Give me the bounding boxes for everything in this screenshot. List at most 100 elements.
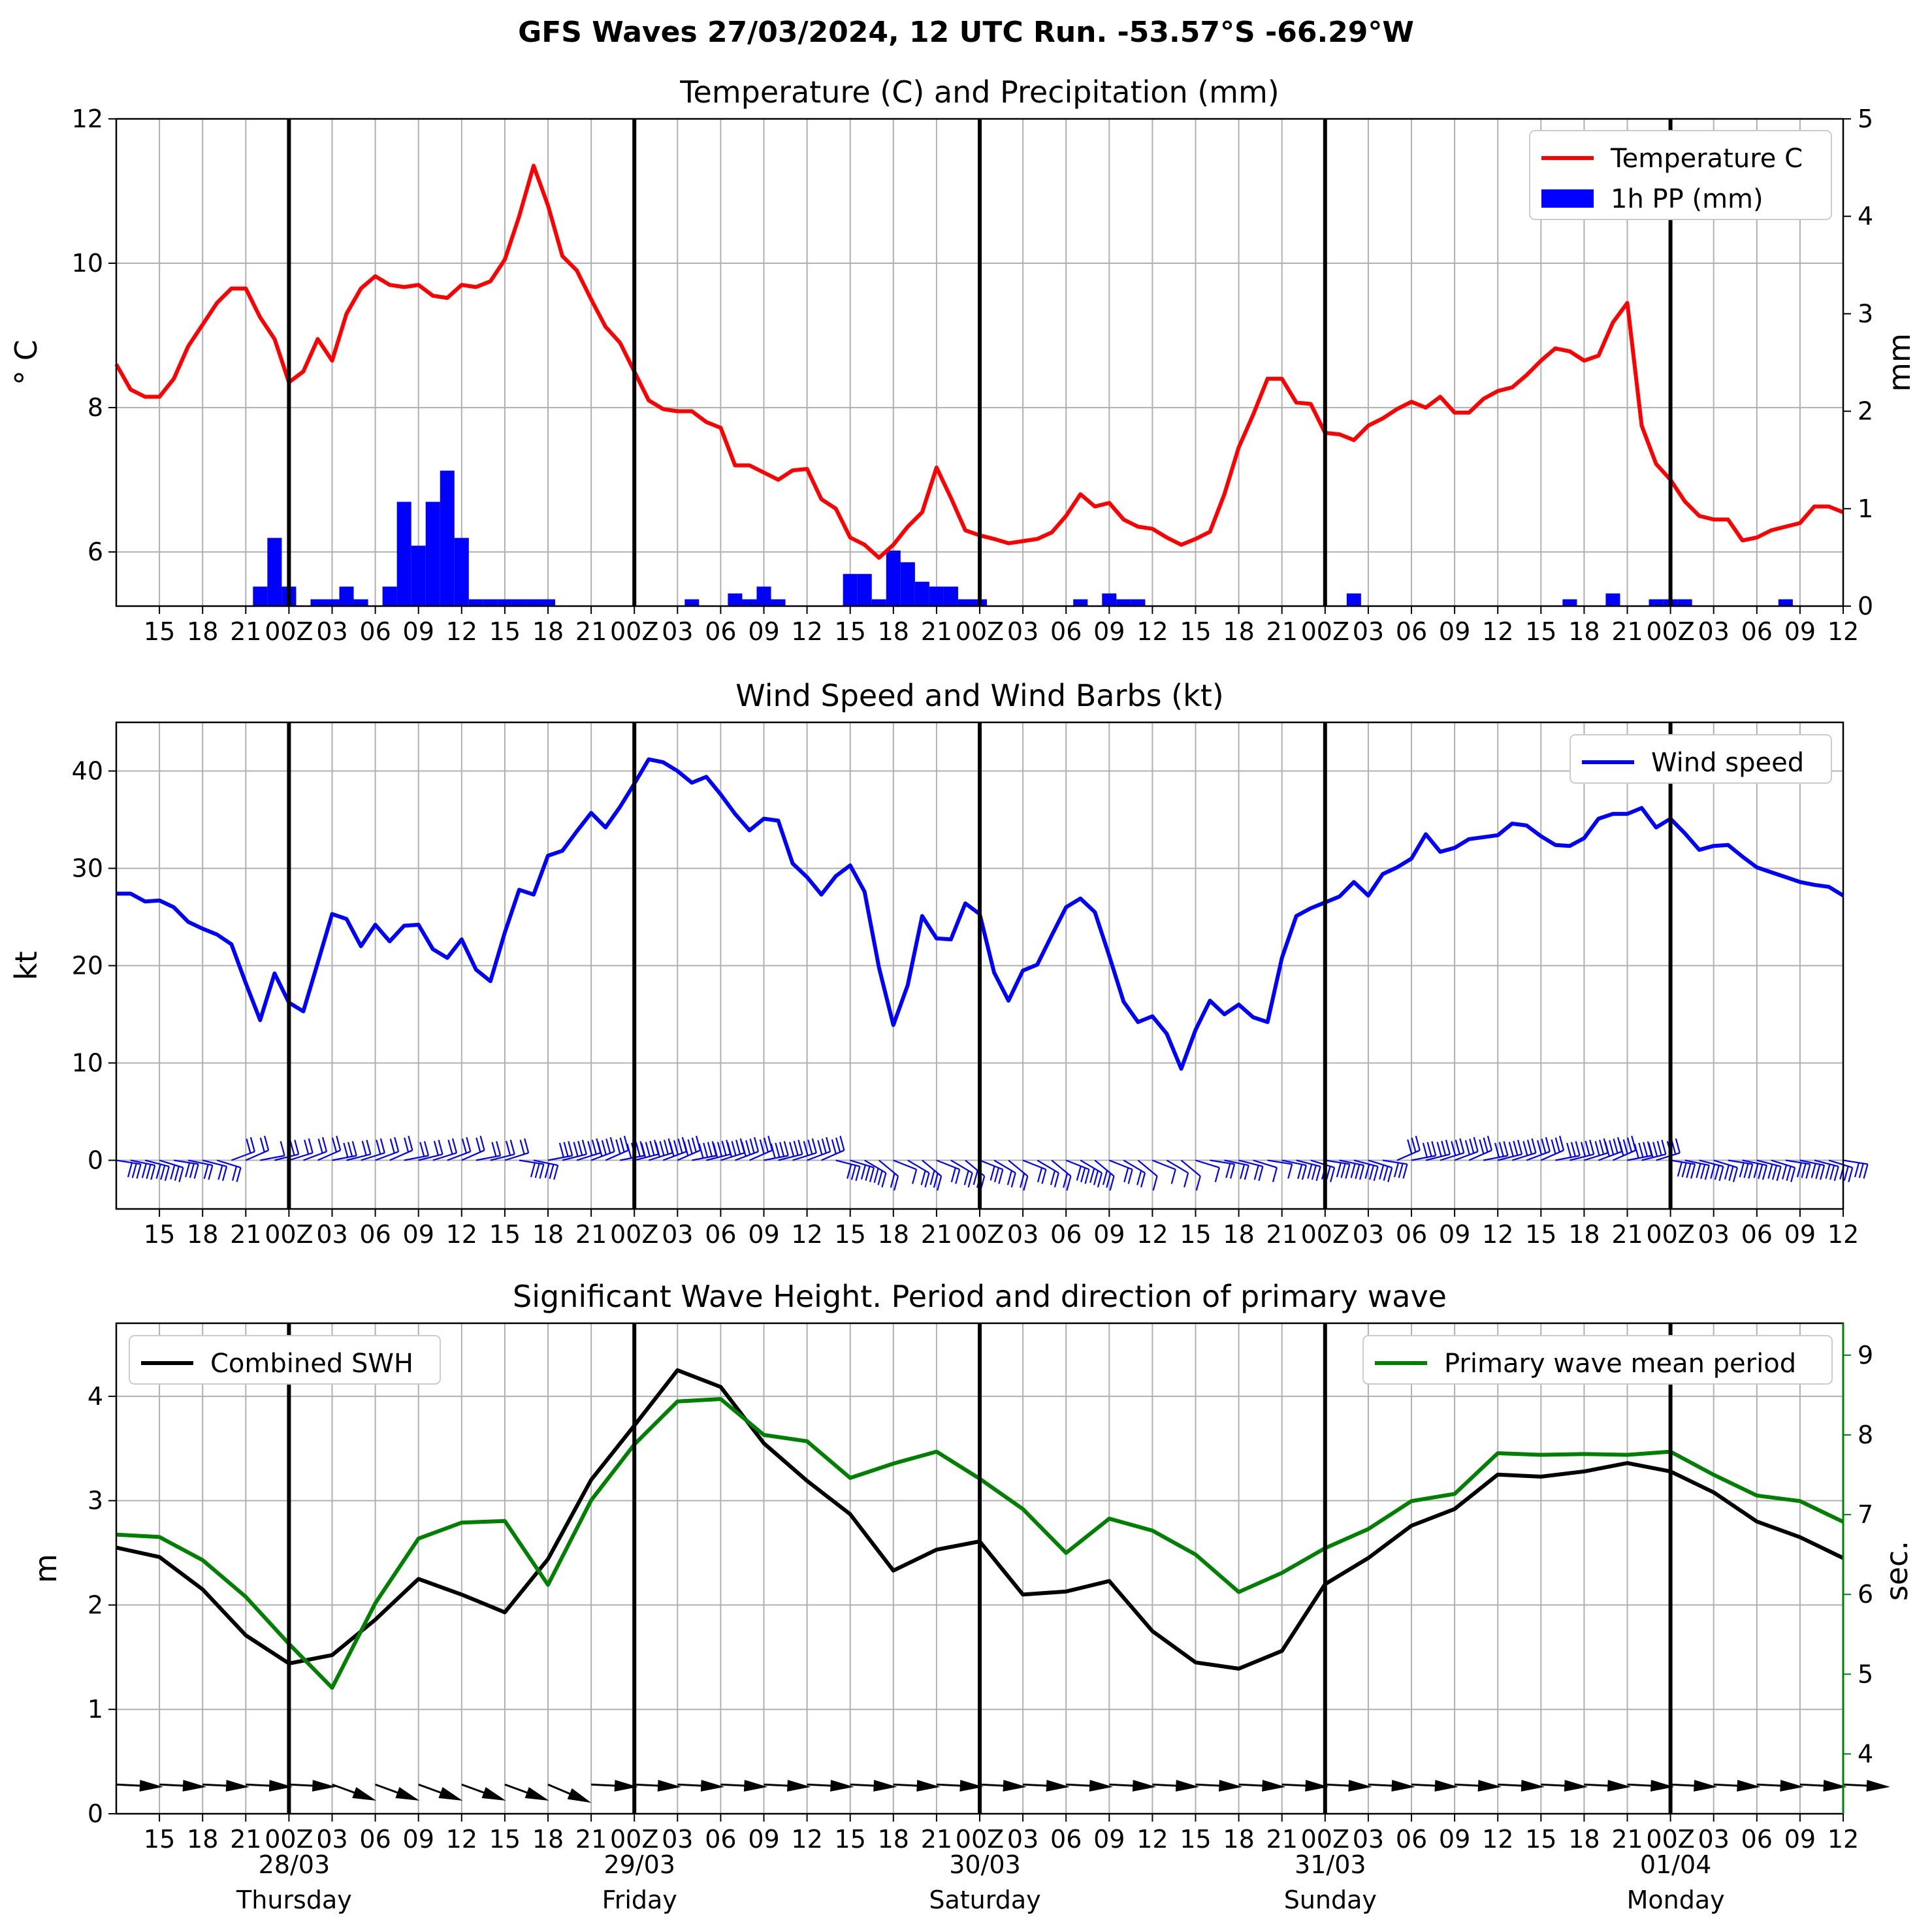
wave-arrow-head [959, 1780, 984, 1792]
wind-barb [144, 1159, 170, 1168]
x-tick-label: 21 [230, 1220, 261, 1249]
wind-barb [346, 1153, 371, 1161]
wind-barb-flag [1459, 1138, 1465, 1153]
wind-barb-flag [491, 1142, 497, 1157]
wind-barb [1382, 1159, 1408, 1165]
legend-box [129, 1335, 441, 1385]
precip-bar [1131, 599, 1146, 606]
precip-bar [756, 587, 771, 606]
wind-barb-flag [1652, 1142, 1658, 1157]
wind-barb-flag [1580, 1142, 1586, 1157]
panel-3: Significant Wave Height. Period and dire… [28, 1279, 1914, 1854]
wave-arrow-head [1046, 1780, 1071, 1792]
wind-barb-flag [1513, 1140, 1519, 1156]
precip-bar [900, 562, 915, 606]
wind-barb [1684, 1159, 1710, 1166]
wind-barb-flag [189, 1163, 195, 1178]
x-tick-label: 15 [835, 617, 866, 646]
legend-label: Wind speed [1651, 748, 1804, 778]
wind-barb-flag [1526, 1139, 1533, 1155]
wind-barb-flag [419, 1142, 425, 1157]
wind-barb-flag [1700, 1164, 1706, 1180]
wind-barb-flag [826, 1136, 831, 1152]
wind-barb-flag [1508, 1142, 1514, 1157]
wind-barb-flag [1589, 1139, 1595, 1155]
wind-barb-flag [164, 1166, 170, 1182]
wind-barb-flag [1748, 1164, 1754, 1179]
wind-barb-flag [803, 1140, 809, 1156]
wind-barb [1497, 1153, 1522, 1161]
wind-barb-flag [1258, 1166, 1264, 1182]
wind-barb-flag [767, 1135, 773, 1151]
y-tick-label: 8 [88, 393, 103, 422]
wind-barb-flag [1311, 1165, 1317, 1180]
wind-barb [562, 1153, 587, 1161]
wind-barb-flag [1368, 1165, 1375, 1180]
wind-barb-flag [1570, 1142, 1577, 1157]
wind-barb-flag [568, 1141, 573, 1156]
x-tick-label: 06 [1050, 1220, 1082, 1249]
wind-barb-flag [1677, 1161, 1682, 1177]
wind-barb-flag [404, 1137, 410, 1153]
x-tick-label: 18 [878, 1220, 909, 1249]
wind-barb-flag [1494, 1142, 1500, 1158]
wind-barb-flag [1214, 1167, 1220, 1182]
wave-arrow-head [1737, 1780, 1761, 1792]
precip-bar [325, 599, 340, 606]
wave-arrow-head [1175, 1780, 1200, 1792]
wind-barb [533, 1159, 558, 1166]
wind-barb-flag [351, 1141, 357, 1156]
wave-arrow-head [1305, 1780, 1329, 1792]
wind-barb [1339, 1159, 1364, 1166]
wind-barb-flag [581, 1139, 587, 1155]
wind-barb-flag [1522, 1140, 1528, 1156]
precip-bar [843, 573, 858, 606]
wind-barb-flag [1253, 1165, 1259, 1180]
wind-barb-flag [1041, 1169, 1047, 1184]
wind-barb-flag [1297, 1164, 1303, 1180]
wind-barb-flag [1445, 1139, 1451, 1155]
wind-barb [490, 1153, 515, 1161]
x-tick-label: 12 [1482, 617, 1513, 646]
wind-barb-flag [1776, 1166, 1782, 1182]
y-tick-label: 10 [72, 1049, 103, 1078]
wind-barb-flag [1301, 1165, 1307, 1180]
wind-barb-flag [389, 1138, 395, 1153]
wind-barb-flag [1345, 1164, 1351, 1179]
wind-barb-flag [1272, 1167, 1278, 1182]
precip-bar [943, 587, 958, 606]
weekday-label: Monday [1627, 1886, 1725, 1914]
wind-barb-flag [246, 1138, 251, 1153]
x-tick-label: 09 [403, 1220, 434, 1249]
wind-barb [1151, 1159, 1176, 1170]
x-tick-label: 15 [1180, 617, 1211, 646]
wind-barb-flag [831, 1139, 837, 1154]
wind-barb-flag [294, 1139, 300, 1155]
precip-bar [411, 545, 426, 606]
wind-barb [893, 1159, 917, 1170]
wind-barb-flag [703, 1142, 709, 1158]
x-tick-label: 15 [144, 1220, 175, 1249]
wind-barb [1267, 1159, 1293, 1165]
wind-barb [1296, 1159, 1321, 1168]
wind-barb-flag [713, 1142, 718, 1158]
wave-arrow-head [481, 1787, 506, 1801]
precip-bar [1102, 593, 1117, 606]
y-tick-label-right: 0 [1858, 592, 1873, 620]
wind-barb-flag [1536, 1140, 1543, 1155]
wind-barb-flag [1355, 1164, 1360, 1180]
x-tick-label: 18 [1568, 1220, 1600, 1249]
wind-barb-flag [955, 1169, 961, 1184]
wind-barb [1555, 1155, 1580, 1161]
x-tick-label: 12 [1482, 1220, 1513, 1249]
wind-barb-flag [264, 1135, 270, 1151]
wind-barb-flag [1106, 1173, 1112, 1188]
x-tick-label: 12 [1827, 1220, 1859, 1249]
x-tick-label: 12 [446, 1220, 477, 1249]
wind-barb [1799, 1159, 1825, 1166]
date-label: 30/03 [949, 1850, 1021, 1879]
wind-barb-flag [1718, 1166, 1724, 1182]
x-tick-label: 03 [1353, 1220, 1384, 1249]
x-tick-label: 21 [1611, 1220, 1643, 1249]
